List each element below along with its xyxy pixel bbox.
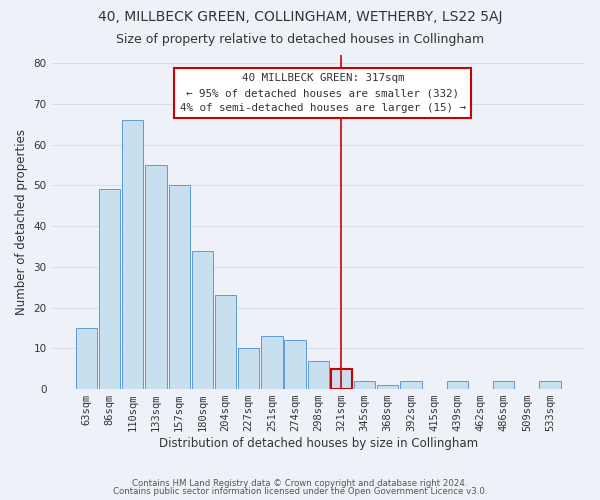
Text: Contains HM Land Registry data © Crown copyright and database right 2024.: Contains HM Land Registry data © Crown c… [132, 478, 468, 488]
Bar [354, 381, 375, 389]
Bar [331, 368, 352, 389]
Bar [377, 385, 398, 389]
Y-axis label: Number of detached properties: Number of detached properties [15, 129, 28, 315]
Bar [261, 336, 283, 389]
Bar [145, 165, 167, 389]
Bar [122, 120, 143, 389]
Text: 40 MILLBECK GREEN: 317sqm
← 95% of detached houses are smaller (332)
4% of semi-: 40 MILLBECK GREEN: 317sqm ← 95% of detac… [180, 74, 466, 113]
Text: 40, MILLBECK GREEN, COLLINGHAM, WETHERBY, LS22 5AJ: 40, MILLBECK GREEN, COLLINGHAM, WETHERBY… [98, 10, 502, 24]
Text: Contains public sector information licensed under the Open Government Licence v3: Contains public sector information licen… [113, 487, 487, 496]
Bar [238, 348, 259, 389]
Bar [493, 381, 514, 389]
Bar [76, 328, 97, 389]
Bar [446, 381, 468, 389]
Bar [99, 190, 120, 389]
Bar [308, 360, 329, 389]
X-axis label: Distribution of detached houses by size in Collingham: Distribution of detached houses by size … [159, 437, 478, 450]
Bar [400, 381, 422, 389]
Bar [539, 381, 561, 389]
Bar [191, 250, 213, 389]
Bar [284, 340, 306, 389]
Bar [169, 186, 190, 389]
Text: Size of property relative to detached houses in Collingham: Size of property relative to detached ho… [116, 32, 484, 46]
Bar [215, 296, 236, 389]
